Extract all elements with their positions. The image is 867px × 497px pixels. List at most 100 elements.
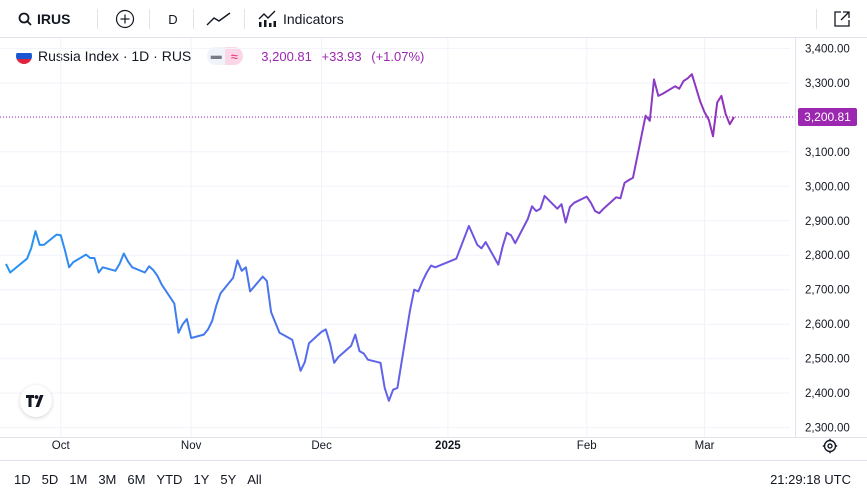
data-point	[333, 362, 335, 364]
toolbar-divider	[816, 9, 817, 29]
data-point	[39, 244, 41, 246]
data-point	[186, 318, 188, 320]
data-point	[232, 277, 234, 279]
data-point	[173, 303, 175, 305]
data-point	[510, 234, 512, 236]
data-point	[586, 196, 588, 198]
data-point	[279, 332, 281, 334]
data-point	[481, 247, 483, 249]
data-point	[615, 196, 617, 198]
data-point	[72, 261, 74, 263]
range-button-all[interactable]: All	[247, 472, 262, 487]
data-point	[64, 249, 66, 251]
data-point	[712, 135, 714, 137]
y-tick-label: 3,300.00	[805, 78, 850, 90]
data-point	[434, 266, 436, 268]
compare-symbol-button[interactable]	[114, 0, 136, 38]
range-button-1m[interactable]: 1M	[69, 472, 88, 487]
toolbar-divider	[244, 9, 245, 29]
toolbar-divider	[149, 9, 150, 29]
data-point	[148, 265, 150, 267]
data-point	[502, 246, 504, 248]
data-point	[161, 284, 163, 286]
data-point	[262, 276, 264, 278]
data-point	[624, 182, 626, 184]
x-tick-label: 2025	[435, 440, 461, 452]
interval-button[interactable]: D	[168, 11, 178, 27]
data-point	[270, 311, 272, 313]
data-point	[708, 119, 710, 121]
y-tick-label: 2,700.00	[805, 285, 850, 297]
data-point	[26, 258, 28, 260]
data-point	[123, 253, 125, 255]
data-point	[13, 268, 15, 270]
range-button-1d[interactable]: 1D	[14, 472, 31, 487]
data-point	[5, 263, 7, 265]
data-point	[350, 345, 352, 347]
data-point	[207, 328, 209, 330]
search-icon	[18, 12, 32, 26]
data-point	[337, 356, 339, 358]
y-tick-label: 3,100.00	[805, 147, 850, 159]
data-point	[556, 208, 558, 210]
data-point	[308, 342, 310, 344]
range-button-ytd[interactable]: YTD	[156, 472, 183, 487]
y-tick-label: 2,900.00	[805, 216, 850, 228]
top-toolbar: IRUS D Indicators	[0, 0, 867, 38]
data-point	[683, 80, 685, 82]
tradingview-logo[interactable]	[20, 385, 52, 417]
data-point	[245, 266, 247, 268]
wave-icon[interactable]: ≈	[225, 47, 244, 65]
data-point	[691, 73, 693, 75]
chart-settings-button[interactable]	[821, 437, 839, 455]
range-button-1y[interactable]: 1Y	[193, 472, 210, 487]
data-point	[325, 328, 327, 330]
symbol-search[interactable]: IRUS	[18, 0, 70, 38]
data-point	[211, 320, 213, 322]
data-point	[476, 244, 478, 246]
data-point	[619, 197, 621, 199]
data-point	[30, 247, 32, 249]
range-button-3m[interactable]: 3M	[98, 472, 117, 487]
x-tick-label: Dec	[311, 440, 332, 452]
data-point	[649, 120, 651, 122]
range-button-5d[interactable]: 5D	[41, 472, 59, 487]
chart-legend: Russia Index · 1D · RUS ▬ ≈ 3,200.81 +33…	[16, 46, 430, 66]
data-point	[215, 304, 217, 306]
x-tick-label: Mar	[695, 440, 715, 452]
indicators-button[interactable]: Indicators	[257, 0, 344, 38]
data-point	[85, 254, 87, 256]
data-point	[249, 290, 251, 292]
range-button-5y[interactable]: 5Y	[220, 472, 237, 487]
indicators-icon	[258, 10, 276, 27]
data-point	[119, 263, 121, 265]
data-point	[514, 242, 516, 244]
data-point	[561, 203, 563, 205]
data-point	[190, 337, 192, 339]
data-point	[363, 353, 365, 355]
data-point	[725, 113, 727, 115]
indicators-label: Indicators	[283, 11, 344, 27]
price-chart[interactable]: 3,400.003,300.003,200.003,100.003,000.00…	[0, 38, 867, 460]
range-selector: 1D 5D 1M 3M 6M YTD 1Y 5Y All	[14, 461, 273, 497]
data-point	[468, 225, 470, 227]
data-point	[594, 210, 596, 212]
y-tick-label: 3,000.00	[805, 181, 850, 193]
data-point	[455, 258, 457, 260]
tradingview-logo-icon	[26, 395, 44, 407]
data-point	[573, 202, 575, 204]
range-button-6m[interactable]: 6M	[127, 472, 146, 487]
popout-button[interactable]	[832, 0, 852, 38]
legend-change: +33.93	[321, 48, 362, 64]
data-point	[539, 208, 541, 210]
data-point	[535, 210, 537, 212]
data-point	[56, 234, 58, 236]
data-point	[603, 208, 605, 210]
legend-last-price: 3,200.81	[261, 48, 312, 64]
chart-type-button[interactable]	[206, 0, 232, 38]
data-point	[409, 309, 411, 311]
data-point	[531, 205, 533, 207]
hide-series-icon[interactable]: ▬	[210, 50, 222, 62]
data-point	[430, 265, 432, 267]
data-point	[413, 289, 415, 291]
